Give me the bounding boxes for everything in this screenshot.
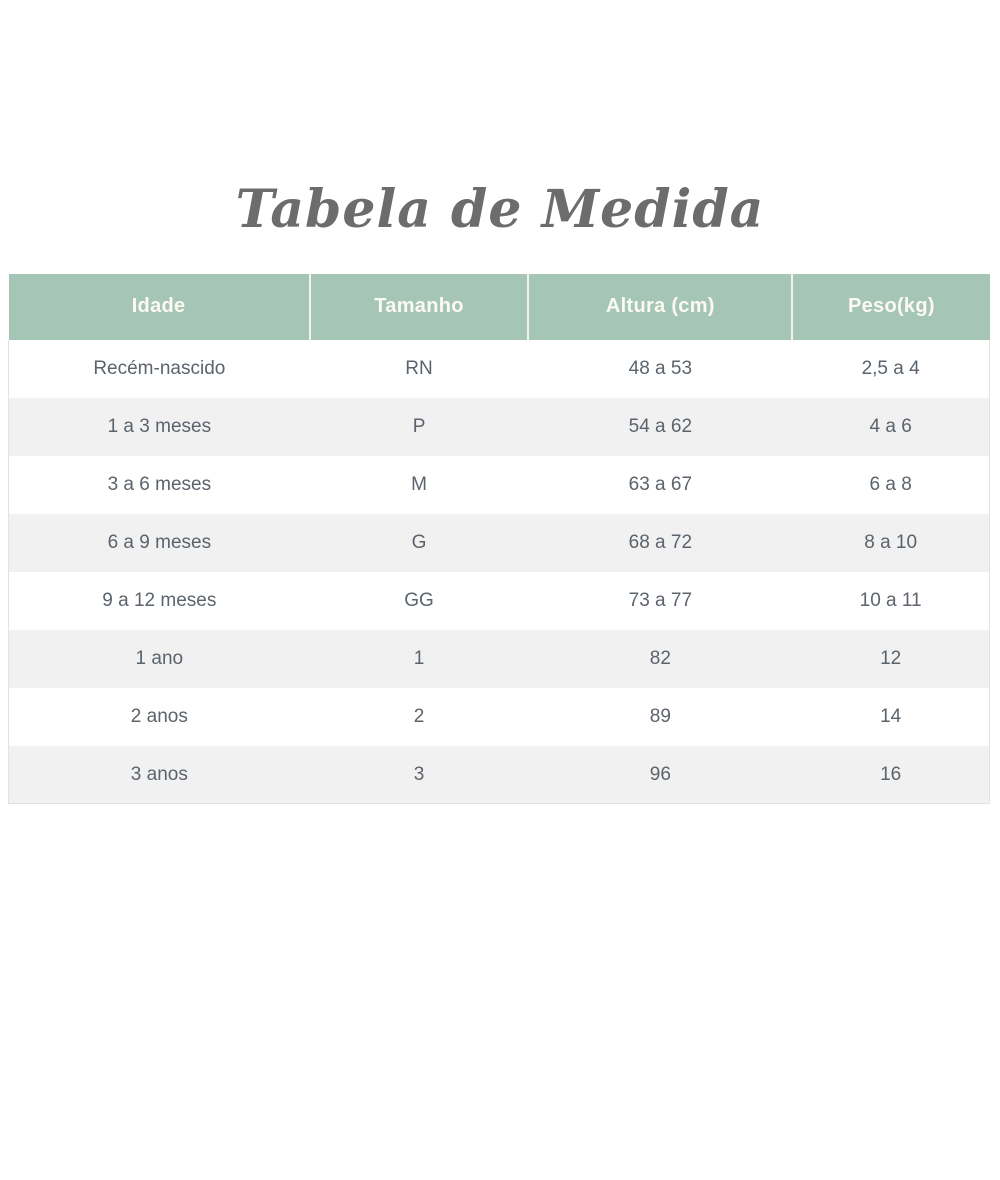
table-cell: 63 a 67	[528, 455, 793, 514]
column-header-3: Peso(kg)	[791, 273, 990, 340]
size-chart-page: Tabela de Medida Idade Tamanho Altura (cm)…	[0, 180, 1000, 804]
table-cell: 16	[792, 745, 990, 804]
table-cell: 73 a 77	[528, 571, 793, 630]
column-header-1: Tamanho	[308, 273, 529, 340]
table-cell: 8 a 10	[792, 513, 990, 572]
table-cell: 2,5 a 4	[792, 339, 990, 398]
table-cell: M	[309, 455, 529, 514]
table-row: 3 anos 3 96 16	[8, 745, 990, 804]
size-table-header: Idade Tamanho Altura (cm) Peso(kg)	[8, 273, 990, 340]
table-cell: GG	[309, 571, 529, 630]
table-cell: 3 anos	[8, 745, 310, 804]
table-cell: 2	[309, 687, 529, 746]
table-row: 9 a 12 meses GG 73 a 77 10 a 11	[8, 571, 990, 630]
table-cell: 1 ano	[8, 629, 310, 688]
table-cell: 6 a 9 meses	[8, 513, 310, 572]
table-cell: 2 anos	[8, 687, 310, 746]
column-header-0: Idade	[8, 273, 310, 340]
page-title: Tabela de Medida	[235, 179, 765, 240]
table-cell: P	[309, 397, 529, 456]
table-cell: 54 a 62	[528, 397, 793, 456]
size-table: Idade Tamanho Altura (cm) Peso(kg) Recém-na…	[8, 273, 990, 805]
table-row: 1 ano 1 82 12	[8, 629, 990, 688]
table-cell: 68 a 72	[528, 513, 793, 572]
table-cell: 82	[528, 629, 793, 688]
table-cell: 96	[528, 745, 793, 804]
table-cell: 1 a 3 meses	[8, 397, 310, 456]
table-cell: 1	[309, 629, 529, 688]
header-row: Idade Tamanho Altura (cm) Peso(kg)	[8, 273, 990, 340]
table-row: 2 anos 2 89 14	[8, 687, 990, 746]
table-row: Recém-nascido RN 48 a 53 2,5 a 4	[8, 339, 990, 398]
table-cell: RN	[309, 339, 529, 398]
table-cell: 10 a 11	[792, 571, 990, 630]
table-cell: 4 a 6	[792, 397, 990, 456]
table-cell: 3	[309, 745, 529, 804]
table-cell: 14	[792, 687, 990, 746]
table-cell: G	[309, 513, 529, 572]
table-row: 6 a 9 meses G 68 a 72 8 a 10	[8, 513, 990, 572]
table-row: 3 a 6 meses M 63 a 67 6 a 8	[8, 455, 990, 514]
table-cell: Recém-nascido	[8, 339, 310, 398]
table-cell: 3 a 6 meses	[8, 455, 310, 514]
table-cell: 9 a 12 meses	[8, 571, 310, 630]
table-cell: 12	[792, 629, 990, 688]
table-cell: 89	[528, 687, 793, 746]
table-row: 1 a 3 meses P 54 a 62 4 a 6	[8, 397, 990, 456]
column-header-2: Altura (cm)	[527, 273, 793, 340]
table-cell: 6 a 8	[792, 455, 990, 514]
table-cell: 48 a 53	[528, 339, 793, 398]
